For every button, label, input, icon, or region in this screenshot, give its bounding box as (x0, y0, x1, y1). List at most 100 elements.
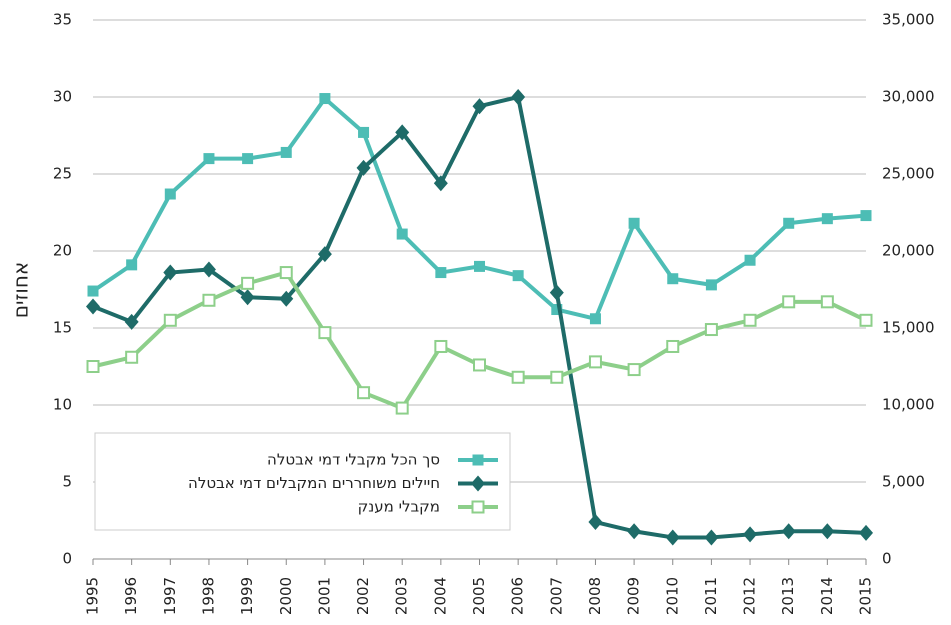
y-tick-label: 25 (53, 165, 72, 183)
y-tick-label: 10 (53, 396, 72, 414)
x-tick-label: 2005 (470, 577, 488, 615)
marker (202, 293, 216, 307)
y2-tick-label: 15,000 (882, 319, 935, 337)
marker (240, 289, 255, 306)
y-tick-label: 5 (62, 473, 72, 491)
legend-marker (471, 475, 485, 492)
legend-marker (472, 454, 484, 466)
marker (163, 264, 178, 281)
marker (781, 523, 796, 540)
y-tick-label: 30 (53, 88, 72, 106)
marker (551, 304, 563, 316)
x-tick-label: 1999 (238, 577, 256, 615)
marker (820, 523, 835, 540)
x-tick-label: 2015 (857, 577, 875, 615)
marker (589, 313, 601, 325)
x-tick-label: 2009 (625, 577, 643, 615)
x-tick-label: 1998 (199, 577, 217, 615)
marker (666, 339, 680, 353)
y2-tick-label: 20,000 (882, 242, 935, 260)
marker (705, 279, 717, 291)
marker (511, 370, 525, 384)
marker (396, 228, 408, 240)
marker (550, 370, 564, 384)
legend-marker (471, 500, 485, 514)
marker (628, 217, 640, 229)
marker (472, 98, 487, 115)
marker (395, 124, 410, 141)
y2-tick-label: 30,000 (882, 88, 935, 106)
marker (126, 259, 138, 271)
legend-label: חיילים משוחררים המקבלים דמי אבטלה (188, 474, 440, 492)
marker (704, 529, 719, 546)
marker (627, 523, 642, 540)
x-tick-label: 2013 (779, 577, 797, 615)
marker (124, 313, 139, 330)
marker (859, 524, 873, 541)
x-tick-label: 2014 (818, 577, 836, 615)
legend-label: סך הכל מקבלי דמי אבטלה (267, 451, 440, 469)
marker (820, 295, 834, 309)
marker (356, 159, 371, 176)
marker (163, 313, 177, 327)
marker (164, 188, 176, 200)
legend-label: מקבלי מענק (358, 498, 440, 516)
x-tick-label: 1996 (122, 577, 140, 615)
marker (435, 267, 447, 279)
marker (512, 270, 524, 282)
x-tick-label: 1995 (84, 577, 102, 615)
x-tick-label: 2008 (586, 577, 604, 615)
y2-tick-label: 5,000 (882, 473, 925, 491)
marker (860, 210, 872, 222)
marker (473, 358, 486, 372)
x-tick-label: 2006 (509, 577, 527, 615)
x-tick-label: 2010 (663, 577, 681, 615)
marker (627, 363, 641, 377)
marker (743, 313, 757, 327)
x-tick-label: 2002 (354, 577, 372, 615)
x-tick-label: 2007 (547, 577, 565, 615)
x-tick-label: 2011 (702, 577, 720, 615)
marker (588, 355, 602, 369)
legend-box (94, 432, 511, 531)
marker (433, 175, 448, 192)
y-tick-label: 35 (53, 11, 72, 29)
marker (783, 217, 795, 229)
marker (511, 89, 526, 105)
y-tick-label: 15 (53, 319, 72, 337)
marker (859, 313, 873, 327)
marker (744, 254, 756, 266)
marker (279, 266, 293, 280)
y-tick-label: 20 (53, 242, 72, 260)
marker (279, 290, 294, 307)
marker (665, 529, 680, 546)
marker (241, 276, 255, 290)
marker (743, 526, 758, 543)
y2-tick-label: 25,000 (882, 165, 935, 183)
marker (549, 284, 564, 301)
marker (434, 339, 448, 353)
y2-tick-label: 35,000 (882, 11, 935, 29)
marker (86, 360, 100, 373)
marker (201, 261, 216, 278)
x-tick-label: 2001 (315, 577, 333, 615)
marker (395, 401, 409, 415)
y-tick-label: 0 (62, 550, 72, 568)
y-axis-title: אחוזים (9, 262, 33, 319)
x-tick-label: 2003 (393, 577, 411, 615)
marker (87, 285, 99, 297)
marker (317, 246, 332, 263)
marker (357, 386, 371, 400)
x-tick-label: 2000 (277, 577, 295, 615)
marker (86, 298, 100, 315)
marker (474, 260, 485, 272)
marker (704, 323, 718, 337)
marker (203, 153, 215, 165)
marker (667, 273, 679, 285)
marker (782, 295, 796, 309)
x-tick-label: 1997 (161, 577, 179, 615)
marker (242, 153, 254, 165)
x-tick-label: 2012 (741, 577, 759, 615)
y2-tick-label: 0 (882, 550, 892, 568)
x-tick-label: 2004 (431, 577, 449, 615)
